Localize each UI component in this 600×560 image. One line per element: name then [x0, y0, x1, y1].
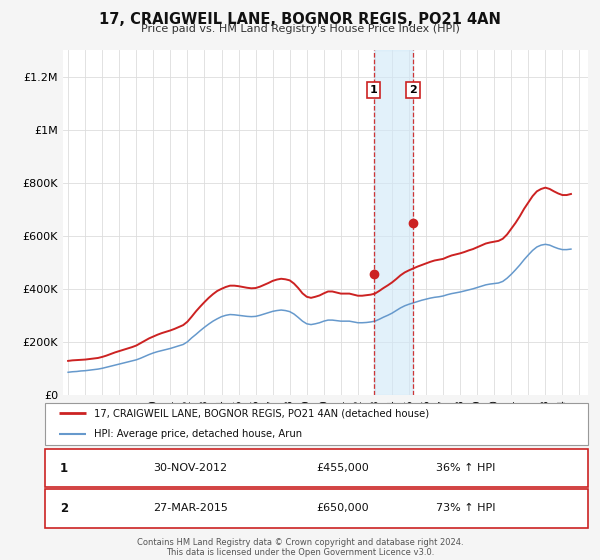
Text: 1: 1 — [370, 85, 377, 95]
Text: 17, CRAIGWEIL LANE, BOGNOR REGIS, PO21 4AN: 17, CRAIGWEIL LANE, BOGNOR REGIS, PO21 4… — [99, 12, 501, 27]
FancyBboxPatch shape — [45, 489, 588, 528]
FancyBboxPatch shape — [45, 403, 588, 445]
Text: £455,000: £455,000 — [317, 463, 369, 473]
Text: 17, CRAIGWEIL LANE, BOGNOR REGIS, PO21 4AN (detached house): 17, CRAIGWEIL LANE, BOGNOR REGIS, PO21 4… — [94, 408, 429, 418]
Text: £650,000: £650,000 — [317, 503, 369, 514]
Text: 73% ↑ HPI: 73% ↑ HPI — [436, 503, 496, 514]
Text: 30-NOV-2012: 30-NOV-2012 — [154, 463, 228, 473]
Text: 1: 1 — [60, 461, 68, 475]
Text: Price paid vs. HM Land Registry's House Price Index (HPI): Price paid vs. HM Land Registry's House … — [140, 24, 460, 34]
FancyBboxPatch shape — [45, 449, 588, 487]
Text: 36% ↑ HPI: 36% ↑ HPI — [436, 463, 496, 473]
Text: Contains HM Land Registry data © Crown copyright and database right 2024.: Contains HM Land Registry data © Crown c… — [137, 538, 463, 547]
Text: HPI: Average price, detached house, Arun: HPI: Average price, detached house, Arun — [94, 429, 302, 439]
Bar — [374, 50, 413, 395]
Text: 27-MAR-2015: 27-MAR-2015 — [154, 503, 229, 514]
Text: 2: 2 — [409, 85, 417, 95]
Text: 2: 2 — [60, 502, 68, 515]
Text: This data is licensed under the Open Government Licence v3.0.: This data is licensed under the Open Gov… — [166, 548, 434, 557]
